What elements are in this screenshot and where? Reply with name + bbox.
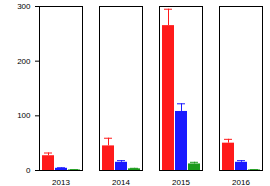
svg-text:0: 0 <box>26 166 31 175</box>
svg-text:100: 100 <box>17 111 31 120</box>
svg-text:2014: 2014 <box>112 178 130 186</box>
svg-text:2016: 2016 <box>232 178 250 186</box>
svg-text:2015: 2015 <box>172 178 190 186</box>
svg-text:200: 200 <box>17 57 31 66</box>
svg-text:2013: 2013 <box>52 178 70 186</box>
svg-text:300: 300 <box>17 2 31 11</box>
